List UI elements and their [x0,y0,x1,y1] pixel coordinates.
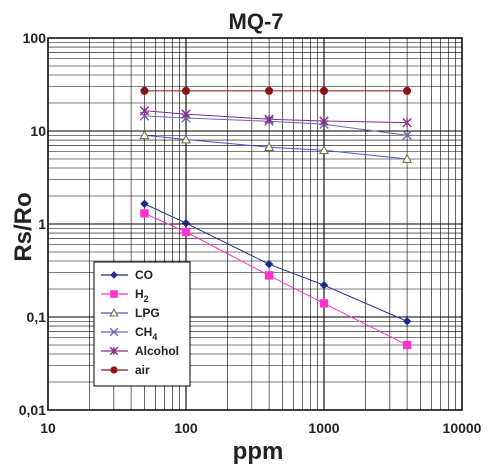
legend-label-subscript: 2 [144,294,149,304]
data-point [264,141,275,152]
legend-label: LPG [135,306,160,320]
data-point [110,290,118,298]
data-point [264,259,274,269]
y-tick-label: 0,01 [19,402,46,418]
y-tick-labels: 0,01 0,1 1 10 100 [19,30,46,418]
data-point [139,106,150,116]
legend-label-subscript: 4 [152,332,157,342]
data-point [265,86,274,95]
data-point [109,327,119,337]
data-point [110,271,118,279]
data-point [402,317,412,326]
data-point [181,109,191,119]
x-tick-labels: 10 100 1000 10000 [40,420,481,436]
grid-lines [47,38,462,411]
data-point [320,86,328,95]
data-point [109,346,119,356]
chart-title: MQ-7 [229,9,284,34]
data-point [264,271,274,280]
data-point [318,145,330,155]
data-point [109,308,119,317]
series-markers [139,86,413,350]
x-axis-label: ppm [233,438,284,465]
x-tick-label: 1000 [308,420,339,436]
data-point [181,227,191,237]
y-tick-label: 1 [38,216,46,232]
legend-label: air [135,363,150,377]
data-point [402,117,412,128]
data-point [319,299,329,308]
data-point [110,366,118,374]
data-point [264,114,274,124]
y-tick-label: 0,1 [27,309,47,325]
legend-label: CH4 [135,325,157,342]
x-tick-label: 100 [174,420,198,436]
x-tick-label: 10 [40,420,56,436]
data-point [140,199,149,208]
data-point [181,219,191,228]
legend-box [93,261,191,387]
data-point [402,130,412,140]
data-point [402,340,412,350]
plot-frame [47,37,463,411]
y-axis-label: Rs/Ro [10,192,37,261]
legend-label: Alcohol [135,344,179,358]
data-point [319,116,329,126]
data-point [140,86,149,95]
y-tick-label: 100 [23,30,47,46]
legend-label: CO [135,268,153,282]
data-point [182,86,190,95]
data-point [140,209,149,218]
data-point [403,86,412,95]
data-point [139,130,150,140]
data-point [402,153,413,163]
data-point [180,134,192,144]
y-tick-label: 10 [30,123,46,139]
x-tick-label: 10000 [443,420,482,436]
data-point [319,280,329,290]
